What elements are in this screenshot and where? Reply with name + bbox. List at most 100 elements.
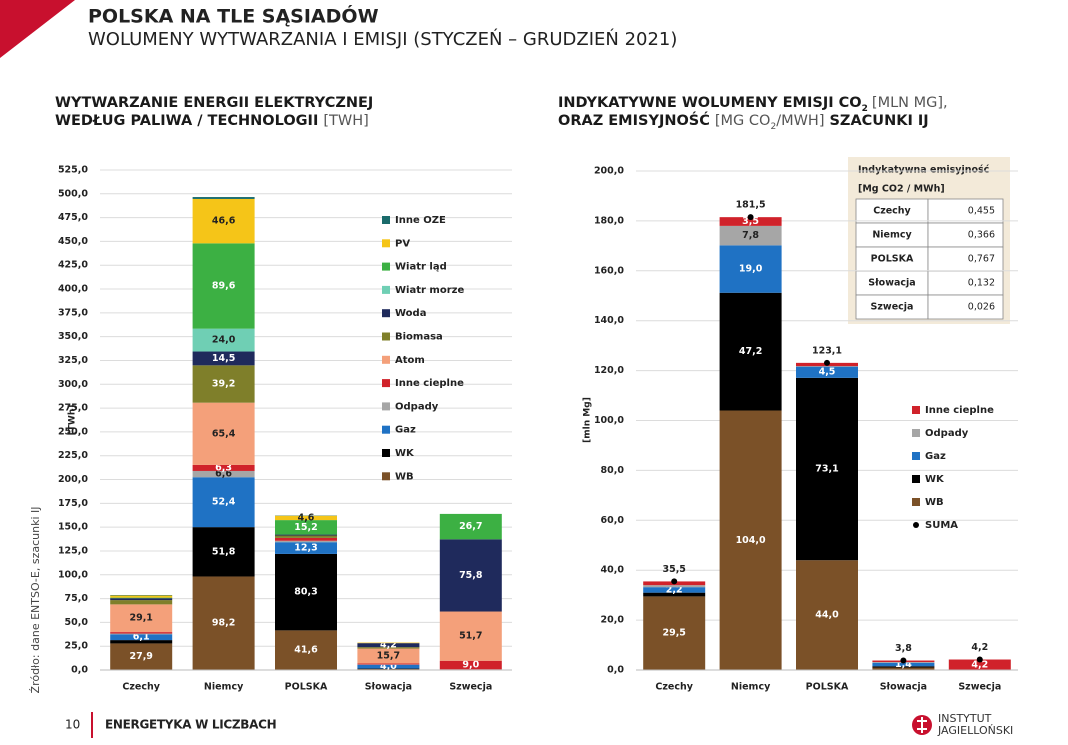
- data-label: 26,7: [459, 521, 482, 532]
- table-unit: [Mg CO2 / MWh]: [858, 184, 945, 195]
- y-tick-label: 200,0: [58, 474, 88, 485]
- bar-segment: [439, 660, 502, 670]
- total-marker: [824, 359, 830, 366]
- bar-segment: [439, 611, 502, 661]
- legend-label: Atom: [395, 355, 425, 366]
- bar-segment: [275, 537, 337, 541]
- legend-label: Gaz: [395, 425, 416, 436]
- data-label: 4,6: [298, 512, 315, 523]
- bar-segment: [192, 402, 255, 465]
- y-tick-label: 300,0: [58, 379, 88, 390]
- x-tick-label: Szwecja: [449, 682, 492, 693]
- legend-swatch: [912, 452, 920, 460]
- bar-segment: [192, 576, 255, 670]
- data-label: 1,4: [895, 659, 912, 670]
- legend-label: Odpady: [395, 401, 439, 412]
- chart-title-unit: /MWH]: [776, 113, 824, 129]
- legend-label: Inne OZE: [395, 215, 446, 226]
- bar-segment: [192, 470, 255, 478]
- bar-segment: [275, 535, 337, 538]
- x-tick-label: Niemcy: [204, 682, 244, 693]
- bar-segment: [110, 604, 173, 633]
- chart-title-part: INDYKATYWNE WOLUMENY EMISJI CO: [558, 95, 862, 111]
- bar-segment: [275, 520, 337, 535]
- y-tick-label: 75,0: [65, 593, 89, 604]
- y-tick-label: 450,0: [58, 236, 88, 247]
- bar-segment: [192, 328, 255, 352]
- y-tick-label: 140,0: [594, 315, 624, 326]
- bar-segment: [796, 560, 858, 670]
- bar-segment: [643, 592, 706, 597]
- total-label: 3,8: [895, 643, 912, 654]
- data-label: 24,0: [212, 335, 236, 346]
- table-cell: [855, 294, 929, 320]
- bar-segment: [439, 539, 502, 612]
- bar-segment: [872, 666, 935, 668]
- data-label: 75,8: [459, 570, 483, 581]
- y-tick-label: 400,0: [58, 284, 88, 295]
- legend-label: WK: [925, 474, 945, 485]
- legend-label: Woda: [395, 308, 426, 319]
- legend-swatch: [382, 309, 390, 318]
- data-label: 73,1: [815, 464, 838, 475]
- legend-label: Wiatr ląd: [395, 262, 447, 273]
- bar-segment: [110, 597, 173, 599]
- total-marker: [900, 657, 907, 664]
- bar-segment: [357, 647, 420, 649]
- bar-segment: [110, 633, 173, 635]
- data-label: 46,6: [212, 216, 236, 227]
- bar-segment: [110, 595, 173, 598]
- table-text: POLSKA: [871, 254, 914, 265]
- bar-segment: [719, 217, 782, 226]
- table-text: Słowacja: [868, 278, 915, 289]
- bar-segment: [643, 587, 706, 593]
- data-label: 27,9: [129, 651, 152, 662]
- subscript: 2: [770, 122, 776, 132]
- table-text: Szwecja: [871, 302, 914, 313]
- y-tick-label: 125,0: [58, 545, 88, 556]
- data-label: 4,2: [380, 640, 397, 651]
- page-number: 10: [65, 718, 80, 732]
- legend-label: Biomasa: [395, 332, 443, 343]
- legend-swatch: [382, 402, 390, 411]
- bar-segment: [110, 598, 173, 601]
- y-tick-label: 120,0: [594, 365, 624, 376]
- y-tick-label: 0,0: [71, 665, 88, 676]
- bar-segment: [796, 366, 858, 378]
- legend-label: Inne cieplne: [925, 405, 994, 416]
- legend-label: WB: [925, 497, 944, 508]
- legend-swatch: [382, 332, 390, 341]
- legend-label: SUMA: [925, 520, 958, 531]
- total-label: 123,1: [812, 345, 842, 356]
- legend-label: Inne cieplne: [395, 378, 464, 389]
- chart-title-unit: [MG CO: [715, 113, 771, 129]
- y-tick-label: 100,0: [58, 569, 88, 580]
- data-label: 2,2: [666, 584, 683, 595]
- bar-segment: [719, 410, 782, 670]
- bar-segment: [872, 662, 935, 667]
- data-label: 4,0: [380, 661, 397, 672]
- table-cell: [927, 198, 1004, 224]
- total-marker: [747, 214, 754, 221]
- bar-segment: [275, 553, 337, 631]
- data-label: 9,0: [462, 660, 479, 671]
- legend-label: WK: [395, 448, 415, 459]
- y-tick-label: 225,0: [58, 450, 88, 461]
- table-text: Niemcy: [872, 230, 912, 241]
- bar-segment: [275, 540, 337, 543]
- data-label: 4,5: [819, 367, 836, 378]
- bar-segment: [192, 197, 255, 199]
- chart-title: INDYKATYWNE WOLUMENY EMISJI CO2 [MLN MG],: [558, 95, 948, 114]
- total-marker: [976, 656, 983, 663]
- y-tick-label: 0,0: [607, 665, 624, 676]
- x-tick-label: Czechy: [122, 682, 160, 693]
- table-cell: [927, 294, 1004, 320]
- data-label: 39,2: [212, 379, 235, 390]
- table-cell: [855, 198, 929, 224]
- data-label: 3,5: [742, 216, 759, 227]
- table-text: 0,767: [968, 254, 995, 265]
- data-label: 44,0: [815, 610, 839, 621]
- legend-label: Wiatr morze: [395, 285, 464, 296]
- y-tick-label: 200,0: [594, 166, 624, 177]
